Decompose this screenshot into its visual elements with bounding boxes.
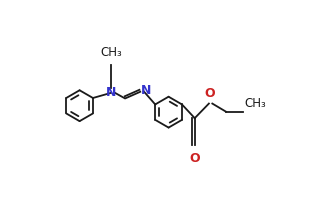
Text: O: O — [204, 87, 215, 100]
Text: CH₃: CH₃ — [244, 97, 266, 110]
Text: N: N — [106, 86, 116, 99]
Text: N: N — [141, 84, 151, 97]
Text: CH₃: CH₃ — [100, 46, 122, 59]
Text: O: O — [189, 152, 200, 165]
